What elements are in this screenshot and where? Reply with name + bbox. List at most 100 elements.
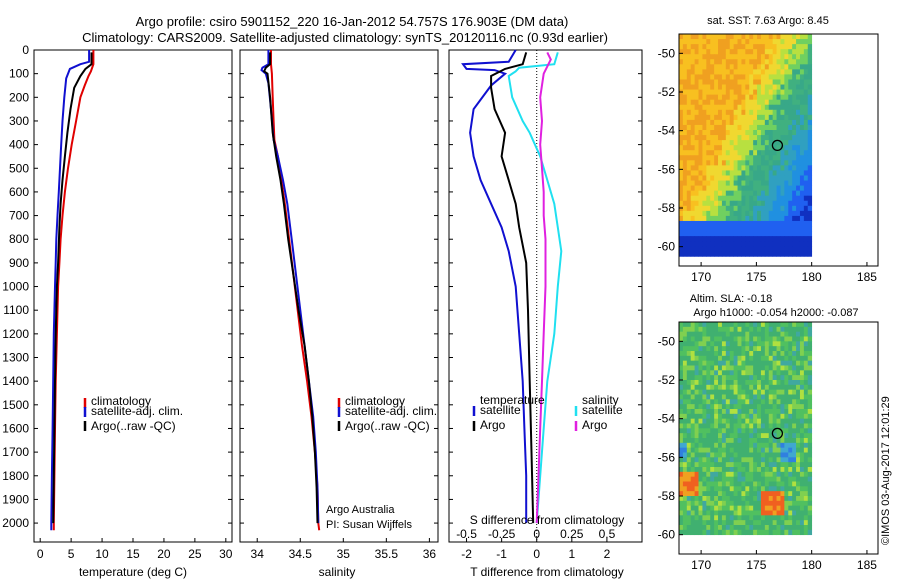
heatmap-cell [729,150,735,156]
heatmap-cell [729,491,735,497]
heatmap-cell [741,462,746,468]
heatmap-cell [792,409,797,415]
heatmap-cell [753,384,758,391]
heatmap-cell [768,360,774,366]
heatmap-cell [745,360,750,366]
heatmap-cell [698,84,703,90]
heatmap-cell [706,438,711,444]
heatmap-cell [702,384,707,391]
heatmap-cell [749,145,754,151]
heatmap-cell [803,104,809,111]
heatmap-cell [796,54,801,60]
heatmap-cell [807,241,813,247]
heatmap-cell [757,409,762,415]
heatmap-cell [796,442,801,449]
heatmap-cell [725,346,731,352]
heatmap-cell [757,457,762,463]
heatmap-cell [792,351,797,357]
heatmap-cell [694,89,699,96]
heatmap-cell [714,104,719,111]
heatmap-cell [686,413,692,420]
heatmap-cell [714,89,719,96]
heatmap-cell [764,355,770,362]
heatmap-cell [714,529,719,536]
heatmap-cell [733,130,738,136]
heatmap-cell [768,467,774,473]
heatmap-cell [698,69,703,75]
heatmap-cell [706,39,711,45]
heatmap-cell [733,375,738,381]
heatmap-cell [780,215,785,222]
heatmap-cell [686,175,692,181]
heatmap-cell [799,135,805,141]
heatmap-cell [772,49,777,55]
heatmap-cell [679,404,684,410]
heatmap-cell [686,54,692,60]
depth-tick-label: 900 [9,256,29,270]
heatmap-cell [803,447,809,453]
heatmap-cell [706,322,711,328]
heatmap-cell [803,384,809,391]
heatmap-cell [776,438,781,444]
heatmap-cell [772,336,777,342]
heatmap-cell [718,69,723,75]
heatmap-cell [710,380,715,386]
heatmap-cell [788,322,793,328]
heatmap-cell [776,200,781,207]
heatmap-cell [694,215,699,222]
heatmap-cell [710,124,715,131]
heatmap-cell [764,49,770,55]
heatmap-cell [803,476,809,482]
heatmap-cell [679,195,684,202]
heatmap-cell [702,39,707,45]
heatmap-cell [714,462,719,468]
heatmap-cell [772,486,777,492]
heatmap-cell [710,160,715,166]
heatmap-cell [799,447,805,453]
heatmap-cell [803,155,809,161]
temperature-axes-frame [33,49,233,543]
heatmap-cell [764,231,770,237]
heatmap-cell [749,44,754,50]
heatmap-cell [788,79,793,85]
s-difference-xlabel: S difference from climatology [470,513,625,527]
heatmap-cell [807,380,813,386]
heatmap-cell [714,404,719,410]
heatmap-cell [686,165,692,171]
heatmap-cell [784,205,789,212]
heatmap-cell [718,380,723,386]
heatmap-cell [803,175,809,181]
heatmap-cell [760,170,766,176]
heatmap-cell [772,200,777,207]
heatmap-cell [702,404,707,410]
heatmap-cell [706,341,711,347]
heatmap-cell [741,119,746,126]
heatmap-cell [710,389,715,395]
x-tick-label: 34 [251,547,265,561]
heatmap-cell [745,44,750,50]
heatmap-cell [764,119,770,126]
heatmap-cell [702,236,707,242]
heatmap-cell [749,220,754,227]
heatmap-cell [706,525,711,531]
heatmap-cell [718,236,723,242]
heatmap-cell [718,74,723,80]
imos-timestamp-stamp: ©IMOS 03-Aug-2017 12:01:29 [880,396,892,545]
heatmap-cell [749,355,754,362]
heatmap-cell [686,39,692,45]
heatmap-cell [725,94,731,101]
heatmap-cell [764,447,770,453]
heatmap-cell [737,471,742,478]
salinity-xlabel: salinity [319,565,356,579]
heatmap-cell [698,231,703,237]
heatmap-cell [760,39,766,45]
heatmap-cell [698,44,703,50]
heatmap-cell [737,433,742,439]
heatmap-cell [753,145,758,151]
heatmap-cell [702,165,707,171]
heatmap-cell [679,399,684,405]
heatmap-cell [737,44,742,50]
heatmap-cell [745,476,750,482]
heatmap-cell [776,428,781,434]
heatmap-cell [799,476,805,482]
